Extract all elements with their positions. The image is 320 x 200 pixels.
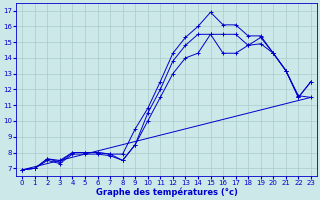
X-axis label: Graphe des températures (°c): Graphe des températures (°c) bbox=[96, 188, 237, 197]
